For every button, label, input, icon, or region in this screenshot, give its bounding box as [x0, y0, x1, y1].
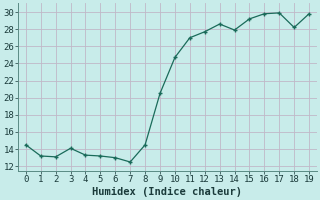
X-axis label: Humidex (Indice chaleur): Humidex (Indice chaleur): [92, 186, 243, 197]
